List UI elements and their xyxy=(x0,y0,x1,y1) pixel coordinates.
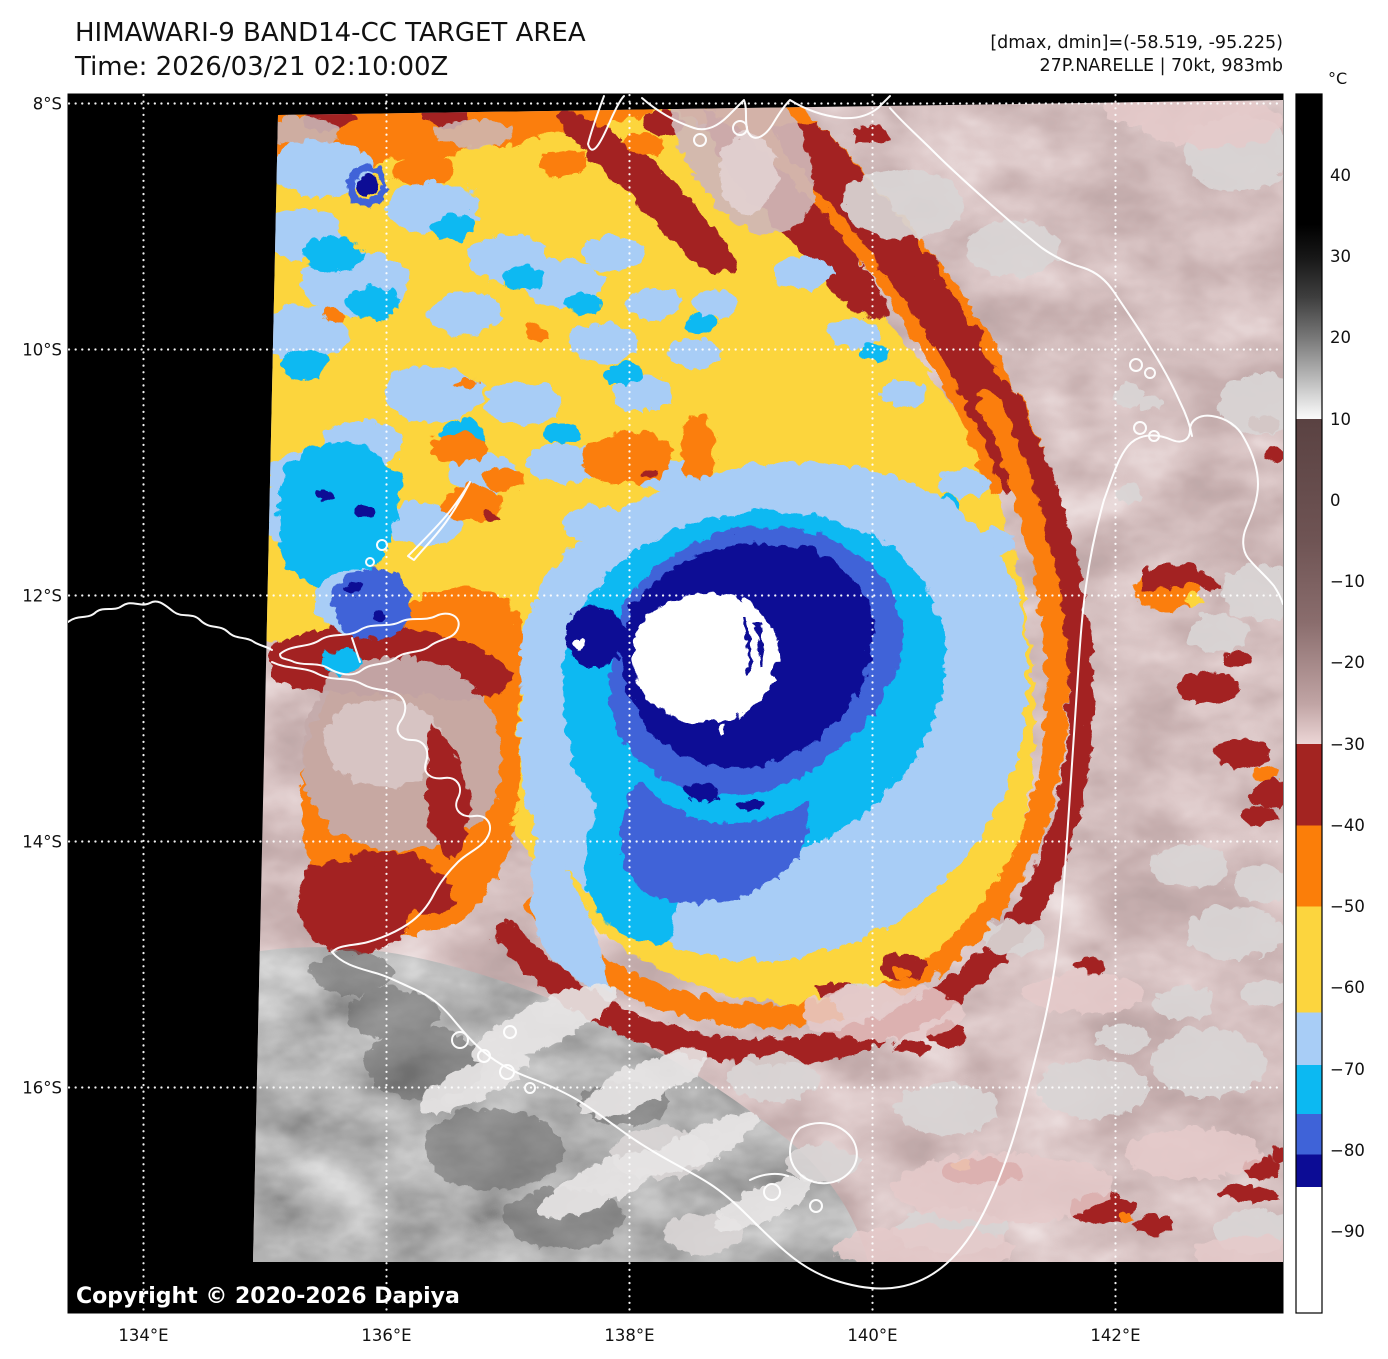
coastline-nw xyxy=(68,600,273,651)
colorbar-tick-40: 40 xyxy=(1330,166,1351,185)
cyclone-eye-white xyxy=(569,589,776,730)
coastline-islets xyxy=(365,120,1160,567)
lon-tick-138e: 138°E xyxy=(604,1326,654,1345)
outflow-navy-specks xyxy=(315,487,370,514)
colorbar-tick-0: 0 xyxy=(1330,491,1341,510)
outflow-cyan-mottle xyxy=(275,212,954,584)
west-convective-mass xyxy=(268,583,523,951)
navy-dot-ring xyxy=(342,161,384,203)
island-cold-patch xyxy=(312,563,409,635)
coastline-png xyxy=(587,95,1193,437)
map-plot: Copyright © 2020-2026 Dapiya xyxy=(67,93,1284,1314)
lon-tick-136e: 136°E xyxy=(361,1326,411,1345)
storm-annotation: 27P.NARELLE | 70kt, 983mb xyxy=(1040,56,1283,76)
colorbar-tick-20: 20 xyxy=(1330,328,1351,347)
colorbar-unit: °C xyxy=(1328,69,1347,88)
colorbar-tick-m40: −40 xyxy=(1330,816,1365,835)
lat-tick-14s: 14°S xyxy=(22,833,62,852)
coastline-tiwi-strait xyxy=(351,637,361,663)
colorbar-tick-m20: −20 xyxy=(1330,653,1365,672)
coastline-wellesley-islands xyxy=(749,1122,858,1213)
colorbar-tick-m30: −30 xyxy=(1330,735,1365,754)
data-swath xyxy=(253,100,1283,1262)
page-title: HIMAWARI-9 BAND14-CC TARGET AREA xyxy=(75,18,586,48)
coastline-cobourg xyxy=(407,481,471,561)
embedded-red-speck xyxy=(480,507,494,517)
colorbar: °C 40 30 20 10 0 −10 −20 −30 −40 −50 −60… xyxy=(1295,69,1365,1314)
colorbar-tick-m90: −90 xyxy=(1330,1222,1365,1241)
colorbar-tick-m60: −60 xyxy=(1330,978,1365,997)
colorbar-tick-m70: −70 xyxy=(1330,1060,1365,1079)
lat-tick-16s: 16°S xyxy=(22,1079,62,1098)
lat-tick-12s: 12°S xyxy=(22,587,62,606)
eye-cold-slits xyxy=(740,611,760,671)
copyright-watermark: Copyright © 2020-2026 Dapiya xyxy=(76,1284,460,1309)
lat-tick-10s: 10°S xyxy=(22,341,62,360)
cirrus-streaks xyxy=(310,948,811,1245)
lat-tick-8s: 8°S xyxy=(33,95,62,114)
colorbar-tick-m80: −80 xyxy=(1330,1141,1365,1160)
colorbar-gradient xyxy=(1295,93,1323,1314)
colorbar-tick-10: 10 xyxy=(1330,410,1351,429)
lon-tick-140e: 140°E xyxy=(847,1326,897,1345)
colorbar-tick-30: 30 xyxy=(1330,247,1351,266)
coastline-mainland xyxy=(271,499,1105,1290)
pale-pink-highlights xyxy=(800,100,1283,1262)
outer-dark-red-arc xyxy=(491,377,1091,1062)
colorbar-ticks: 40 30 20 10 0 −10 −20 −30 −40 −50 −60 −7… xyxy=(1330,166,1365,1241)
lat-axis: 8°S 10°S 12°S 14°S 16°S xyxy=(22,95,62,1098)
coastline xyxy=(68,95,1283,1290)
inner-orange-arc xyxy=(523,389,1065,1024)
warm-wedge-top xyxy=(266,100,812,231)
lon-axis: 134°E 136°E 138°E 140°E 142°E xyxy=(118,1326,1140,1345)
lon-tick-134e: 134°E xyxy=(118,1326,168,1345)
embedded-red-speck2 xyxy=(637,465,653,475)
colorbar-tick-m50: −50 xyxy=(1330,897,1365,916)
graticule-grid xyxy=(68,94,1283,1313)
lon-tick-142e: 142°E xyxy=(1090,1326,1140,1345)
dmax-dmin-annotation: [dmax, dmin]=(-58.519, -95.225) xyxy=(990,33,1283,53)
colorbar-tick-m10: −10 xyxy=(1330,572,1365,591)
coastline-tiwi-islands xyxy=(279,612,460,676)
timestamp: Time: 2026/03/21 02:10:00Z xyxy=(74,52,448,82)
